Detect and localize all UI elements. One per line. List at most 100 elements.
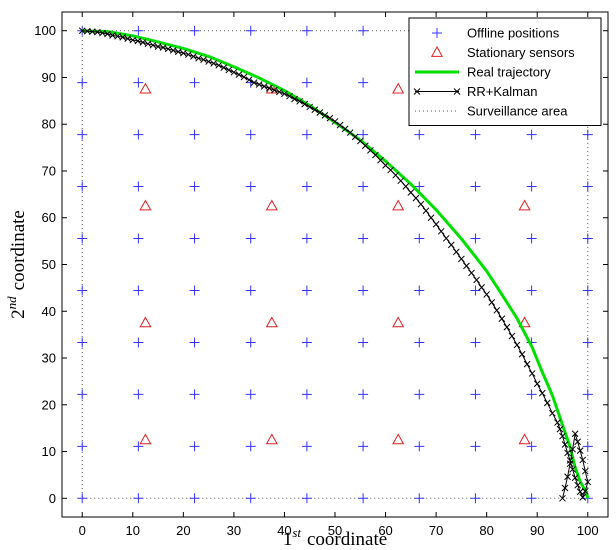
x-tick-label: 90 [530,523,544,538]
kalman-point [488,299,496,306]
offline-position-marker [526,493,537,504]
kalman-point [523,360,531,368]
kalman-point [200,56,207,64]
kalman-point [493,306,501,314]
offline-position-marker [358,181,369,192]
legend-marker-sensors [430,45,444,57]
offline-position-marker [301,25,312,36]
offline-position-marker [470,233,481,244]
stationary-sensor-marker [265,433,278,445]
kalman-point [427,214,435,222]
kalman-point [458,255,465,263]
kalman-point [518,350,526,358]
offline-position-marker [414,441,425,452]
kalman-point [452,248,460,256]
kalman-point [528,370,536,377]
offline-position-marker [414,389,425,400]
offline-position-marker [358,493,369,504]
stationary-sensor-marker [392,82,405,94]
x-axis-label: 1st coordinate [283,525,387,550]
kalman-point [281,90,288,98]
kalman-point [104,30,111,38]
offline-position-marker [189,493,200,504]
kalman-point [566,457,574,464]
offline-position-marker [301,493,312,504]
offline-position-marker [301,77,312,88]
offline-position-marker [133,389,144,400]
kalman-point [240,73,248,81]
kalman-point [463,262,470,270]
kalman-point [377,156,384,164]
stationary-sensor-marker [139,433,152,445]
kalman-point [134,37,142,45]
legend-marker-kalman-x [413,88,421,95]
offline-position-marker [470,181,481,192]
offline-position-marker [189,25,200,36]
kalman-point [250,79,258,86]
offline-position-marker [582,285,593,296]
x-tick-label: 60 [378,523,392,538]
kalman-point [321,111,329,119]
offline-position-marker [77,181,88,192]
kalman-point [387,166,394,174]
x-tick-label: 50 [328,523,342,538]
offline-position-marker [245,129,256,140]
offline-position-marker [77,77,88,88]
kalman-point [571,430,579,438]
y-tick-label: 10 [42,444,56,459]
kalman-point [569,445,576,453]
stationary-sensor-marker [392,199,405,211]
kalman-point [351,133,359,141]
kalman-point [564,473,571,481]
y-tick-label: 60 [42,210,56,225]
offline-position-marker [582,389,593,400]
kalman-point [311,106,319,114]
kalman-point [498,315,506,323]
offline-position-marker [245,233,256,244]
kalman-point [392,171,400,179]
kalman-point [119,33,127,41]
stationary-sensors-layer [139,82,531,445]
offline-position-marker [470,389,481,400]
kalman-point [164,45,172,53]
offline-positions-layer [77,25,593,504]
offline-position-marker [414,493,425,504]
offline-position-marker [414,285,425,296]
offline-position-marker [189,129,200,140]
legend-label: RR+Kalman [467,84,537,99]
offline-position-marker [358,233,369,244]
offline-position-marker [301,181,312,192]
kalman-point [205,58,212,65]
legend: Offline positions Stationary sensors Real … [408,17,602,126]
offline-position-marker [133,285,144,296]
kalman-point [301,100,309,108]
kalman-point [346,129,354,136]
kalman-point [468,269,475,277]
offline-position-marker [301,441,312,452]
kalman-point [483,291,491,298]
offline-position-marker [582,337,593,348]
kalman-point [124,35,132,43]
y-tick-label: 30 [42,351,56,366]
offline-position-marker [301,129,312,140]
kalman-point [225,66,233,74]
offline-position-marker [526,233,537,244]
kalman-point [561,484,569,492]
offline-position-marker [245,25,256,36]
offline-position-marker [582,181,593,192]
kalman-point [584,478,592,486]
x-tick-label: 10 [126,523,140,538]
kalman-point [422,207,430,215]
kalman-point [230,68,238,76]
kalman-point [235,71,243,79]
legend-item-sensors: Stationary sensors [430,45,575,60]
stationary-sensor-marker [265,199,278,211]
y-tick-label: 0 [49,491,56,506]
offline-position-marker [301,389,312,400]
offline-position-marker [77,337,88,348]
x-tick-label: 20 [176,523,190,538]
kalman-point [245,76,253,84]
offline-position-marker [133,441,144,452]
offline-position-marker [358,389,369,400]
offline-position-marker [582,129,593,140]
